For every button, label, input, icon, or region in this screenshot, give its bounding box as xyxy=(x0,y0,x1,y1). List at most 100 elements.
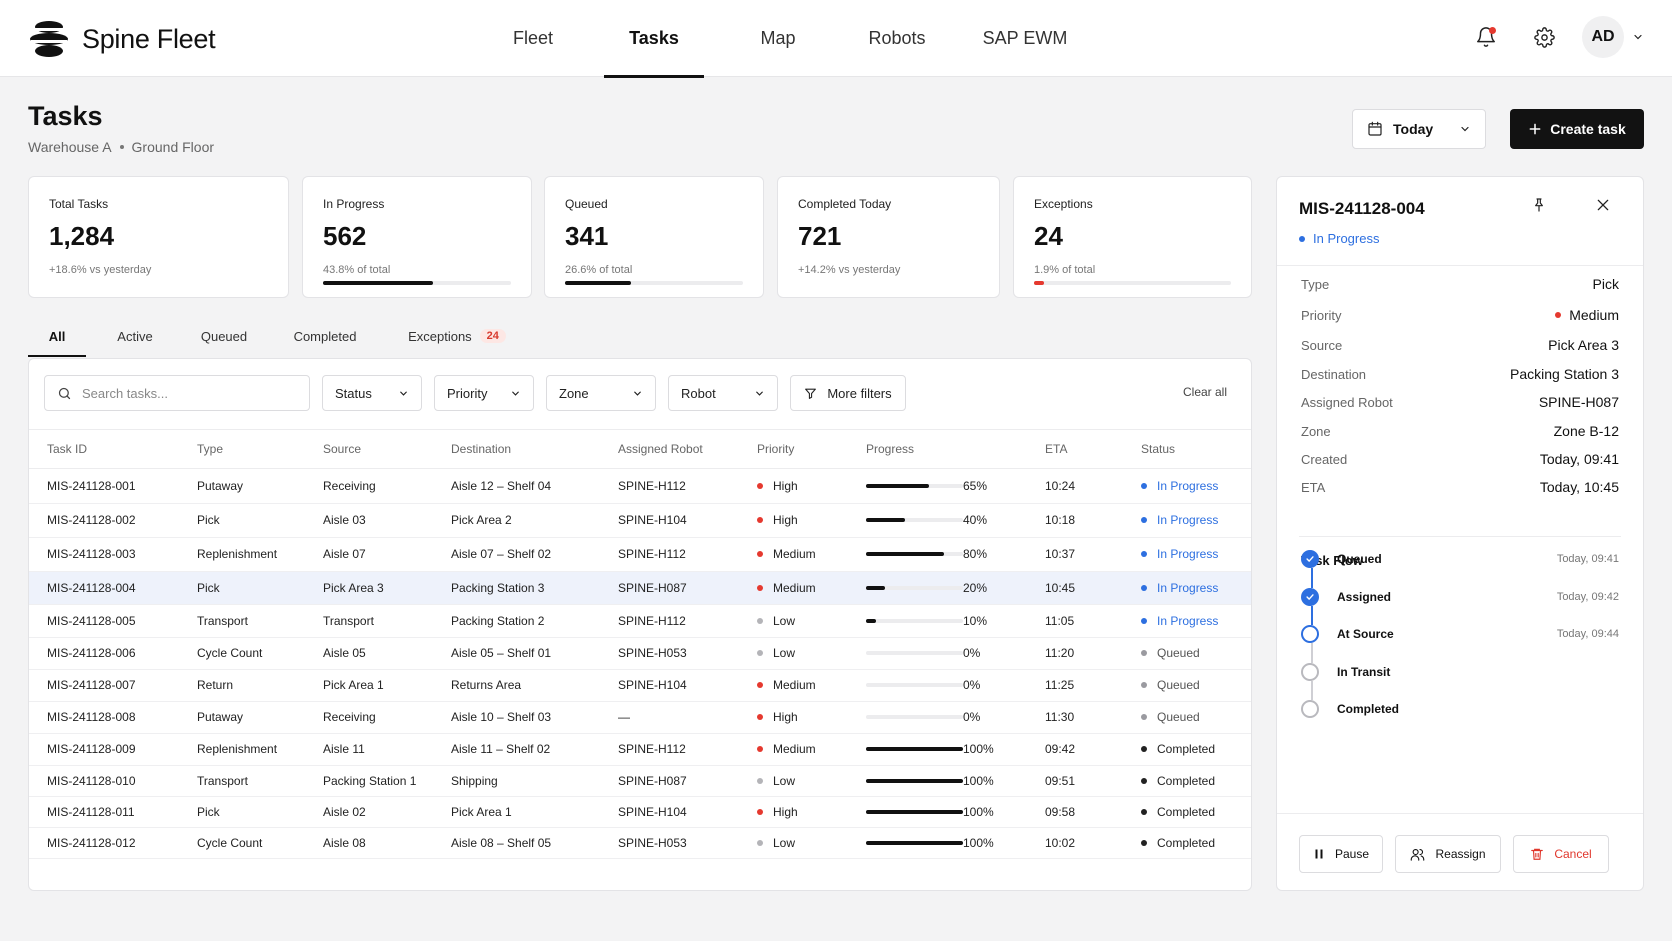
column-header[interactable]: Progress xyxy=(848,430,963,469)
nav-fleet[interactable]: Fleet xyxy=(512,28,554,48)
notifications-button[interactable] xyxy=(1466,17,1506,57)
table-row[interactable]: MIS-241128-005 Transport Transport Packing … xyxy=(29,604,1251,638)
task-id-cell[interactable]: MIS-241128-006 xyxy=(29,637,179,670)
filter-funnel-icon xyxy=(805,388,817,399)
breadcrumb-floor[interactable]: Ground Floor xyxy=(131,139,215,155)
tab-queued[interactable]: Queued xyxy=(184,316,264,356)
source-cell: Aisle 05 xyxy=(305,637,433,670)
status-dot xyxy=(1141,551,1147,557)
check-circle-icon xyxy=(1301,588,1319,606)
brand[interactable]: Spine Fleet xyxy=(28,20,216,58)
kpi-card-exceptions[interactable]: Exceptions 24 1.9% of total xyxy=(1013,176,1252,298)
table-row[interactable]: MIS-241128-004 Pick Pick Area 3 Packing Sta… xyxy=(29,571,1251,605)
status-filter-dropdown[interactable]: Status xyxy=(322,375,422,411)
source-cell: Aisle 08 xyxy=(305,827,433,859)
user-menu[interactable]: AD xyxy=(1582,16,1644,58)
nav-sap-ewm[interactable]: SAP EWM xyxy=(982,28,1068,48)
kpi-card-queued[interactable]: Queued 341 26.6% of total xyxy=(544,176,764,298)
table-row[interactable]: MIS-241128-006 Cycle Count Aisle 05 Aisle 0… xyxy=(29,637,1251,670)
priority-label: High xyxy=(773,710,798,724)
detail-field-key: Destination xyxy=(1301,366,1367,382)
plus-icon xyxy=(1529,123,1541,135)
kpi-progress-bar xyxy=(323,281,511,285)
column-header[interactable]: Source xyxy=(305,430,433,469)
priority-filter-dropdown[interactable]: Priority xyxy=(434,375,534,411)
table-row[interactable]: MIS-241128-009 Replenishment Aisle 11 Aisle… xyxy=(29,733,1251,766)
nav-robots[interactable]: Robots xyxy=(868,28,926,48)
task-id-cell[interactable]: MIS-241128-012 xyxy=(29,827,179,859)
priority-cell: High xyxy=(739,503,848,538)
filter-label: Priority xyxy=(447,385,488,401)
detail-field-key: Priority xyxy=(1301,307,1342,323)
clear-all-link[interactable]: Clear all xyxy=(1182,385,1227,399)
column-header[interactable]: Assigned Robot xyxy=(600,430,739,469)
source-cell: Aisle 03 xyxy=(305,503,433,538)
breadcrumb-warehouse[interactable]: Warehouse A xyxy=(28,139,112,155)
more-filters-button[interactable]: More filters xyxy=(790,375,906,411)
zone-filter-dropdown[interactable]: Zone xyxy=(546,375,656,411)
table-row[interactable]: MIS-241128-011 Pick Aisle 02 Pick Area 1 SPI… xyxy=(29,796,1251,828)
chevron-down-icon xyxy=(634,391,641,396)
pin-button[interactable] xyxy=(1531,197,1547,218)
table-row[interactable]: MIS-241128-002 Pick Aisle 03 Pick Area 2 SPI… xyxy=(29,503,1251,538)
task-id-cell[interactable]: MIS-241128-003 xyxy=(29,537,179,572)
task-id-cell[interactable]: MIS-241128-011 xyxy=(29,796,179,828)
tab-exceptions[interactable]: Exceptions 24 xyxy=(392,316,522,356)
table-row[interactable]: MIS-241128-007 Return Pick Area 1 Returns A… xyxy=(29,669,1251,702)
status-dot xyxy=(1299,235,1305,242)
close-detail-button[interactable] xyxy=(1595,197,1611,218)
robot-cell: SPINE-H112 xyxy=(600,468,739,504)
search-box[interactable] xyxy=(44,375,310,411)
robot-cell: SPINE-H104 xyxy=(600,669,739,702)
robot-filter-dropdown[interactable]: Robot xyxy=(668,375,778,411)
flow-connector xyxy=(1311,568,1313,588)
nav-map[interactable]: Map xyxy=(760,28,796,48)
task-id-cell[interactable]: MIS-241128-002 xyxy=(29,503,179,538)
column-header[interactable]: Priority xyxy=(739,430,848,469)
cancel-task-button[interactable]: Cancel xyxy=(1513,835,1609,873)
task-id-cell[interactable]: MIS-241128-004 xyxy=(29,571,179,605)
pause-button[interactable]: Pause xyxy=(1299,835,1383,873)
tab-active[interactable]: Active xyxy=(90,316,180,356)
column-header[interactable]: Status xyxy=(1123,430,1251,469)
nav-tasks[interactable]: Tasks xyxy=(604,0,704,78)
detail-field: Assigned Robot SPINE-H087 xyxy=(1301,392,1619,412)
create-task-button[interactable]: Create task xyxy=(1510,109,1644,149)
table-row[interactable]: MIS-241128-010 Transport Packing Station 1… xyxy=(29,765,1251,797)
task-id-cell[interactable]: MIS-241128-001 xyxy=(29,468,179,504)
kpi-card-completed-today[interactable]: Completed Today 721 +14.2% vs yesterday xyxy=(777,176,1000,298)
kpi-card-total[interactable]: Total Tasks 1,284 +18.6% vs yesterday xyxy=(28,176,289,298)
page-title: Tasks xyxy=(28,101,103,131)
task-id-cell[interactable]: MIS-241128-010 xyxy=(29,765,179,797)
chevron-down-icon xyxy=(400,391,407,396)
column-header[interactable]: Type xyxy=(179,430,305,469)
table-row[interactable]: MIS-241128-012 Cycle Count Aisle 08 Aisle 0… xyxy=(29,827,1251,859)
chevron-down-icon xyxy=(756,391,763,396)
flow-step-label: At Source xyxy=(1337,627,1394,641)
tab-all[interactable]: All xyxy=(28,316,86,357)
task-id-cell[interactable]: MIS-241128-008 xyxy=(29,701,179,734)
destination-cell: Shipping xyxy=(433,765,600,797)
kpi-card-in-progress[interactable]: In Progress 562 43.8% of total xyxy=(302,176,532,298)
tab-completed[interactable]: Completed xyxy=(270,316,380,356)
table-row[interactable]: MIS-241128-003 Replenishment Aisle 07 Aisle… xyxy=(29,537,1251,572)
priority-dot xyxy=(757,551,763,557)
status-cell: Completed xyxy=(1123,733,1251,766)
table-row[interactable]: MIS-241128-001 Putaway Receiving Aisle 12 –… xyxy=(29,468,1251,504)
reassign-button[interactable]: Reassign xyxy=(1395,835,1501,873)
search-input[interactable] xyxy=(82,385,282,401)
detail-field-text: Zone B-12 xyxy=(1553,423,1619,439)
kpi-label: Completed Today xyxy=(798,197,892,211)
column-header[interactable]: ETA xyxy=(1027,430,1123,469)
date-filter-dropdown[interactable]: Today xyxy=(1352,109,1486,149)
column-header[interactable]: Destination xyxy=(433,430,600,469)
task-id-cell[interactable]: MIS-241128-009 xyxy=(29,733,179,766)
settings-button[interactable] xyxy=(1524,17,1564,57)
tasks-table: Task ID Type Source Destination Assigned… xyxy=(29,430,1251,859)
kpi-progress-fill xyxy=(565,281,631,285)
task-id-cell[interactable]: MIS-241128-005 xyxy=(29,604,179,638)
task-id-cell[interactable]: MIS-241128-007 xyxy=(29,669,179,702)
column-header[interactable]: Task ID xyxy=(29,430,179,469)
table-row[interactable]: MIS-241128-008 Putaway Receiving Aisle 10 –… xyxy=(29,701,1251,734)
kpi-value: 24 xyxy=(1034,221,1063,251)
